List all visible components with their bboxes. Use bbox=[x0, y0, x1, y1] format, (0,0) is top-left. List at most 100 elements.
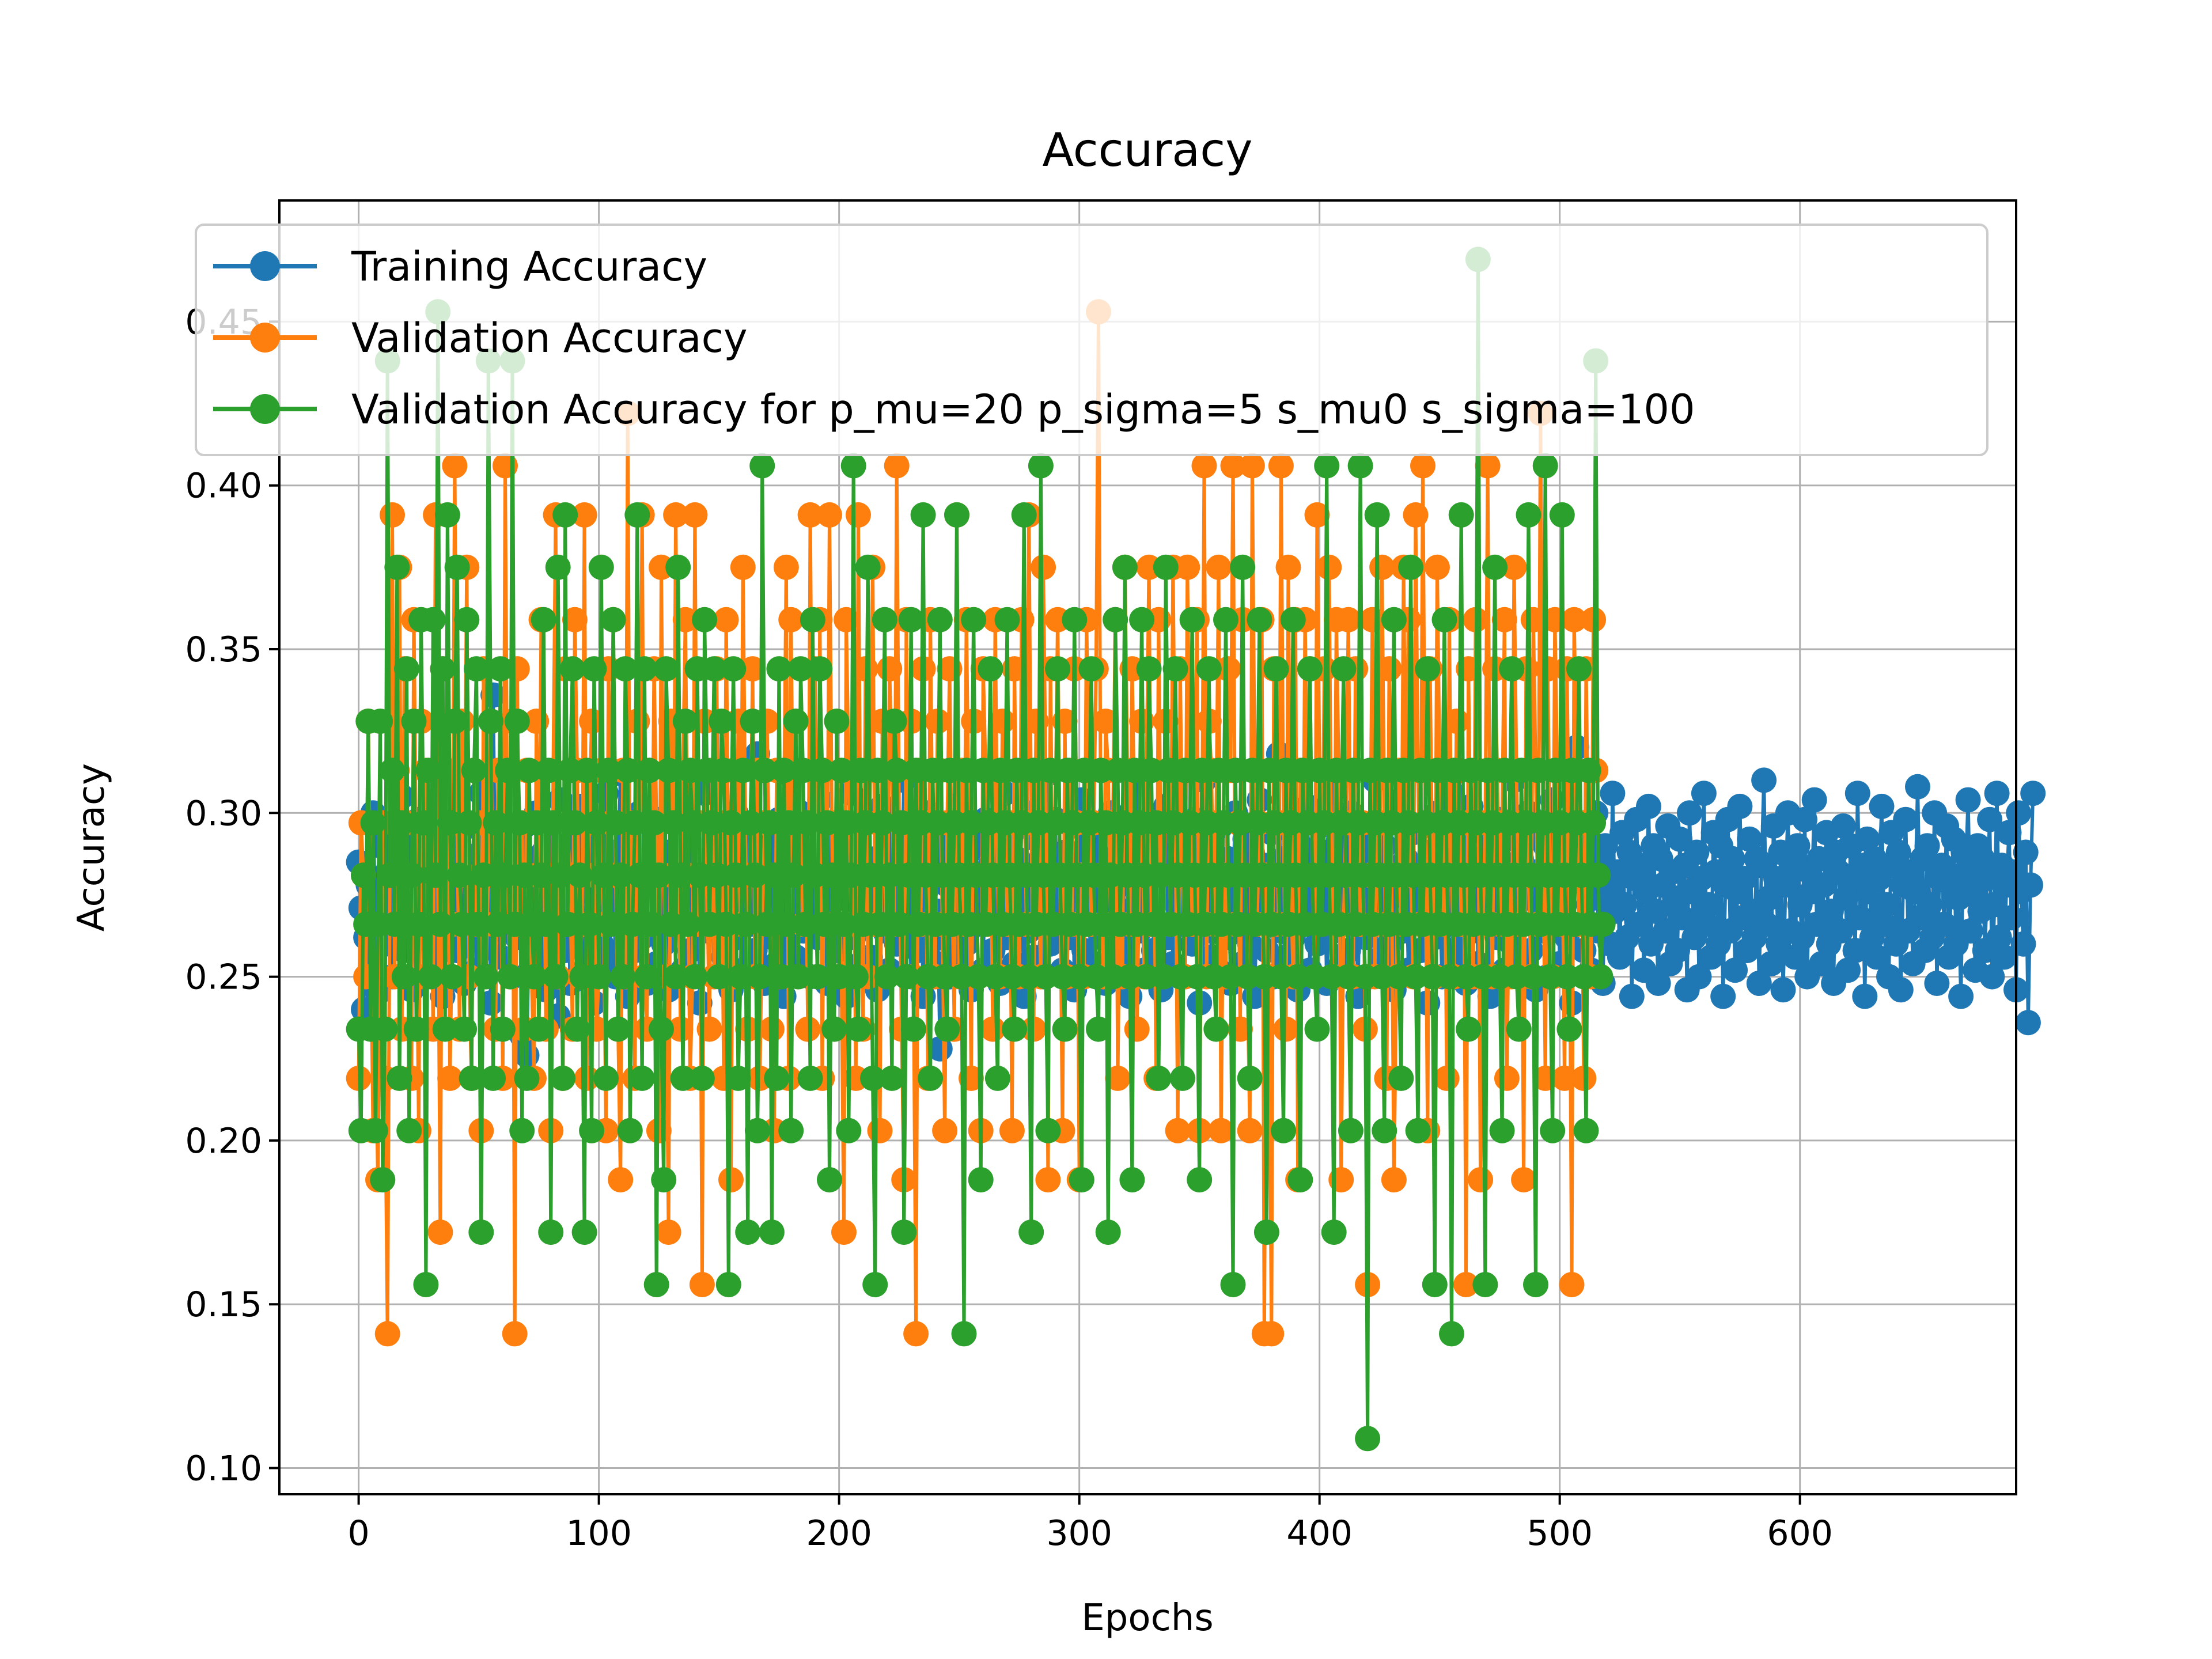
data-point bbox=[723, 862, 749, 888]
data-point bbox=[461, 757, 487, 783]
x-tick-label: 100 bbox=[566, 1513, 632, 1554]
data-point bbox=[797, 1065, 823, 1091]
data-point bbox=[446, 862, 472, 888]
data-point bbox=[725, 1065, 751, 1091]
data-point bbox=[990, 709, 1016, 734]
data-point bbox=[846, 1016, 871, 1042]
data-point bbox=[951, 1321, 977, 1347]
data-point bbox=[596, 757, 622, 783]
data-point bbox=[1431, 607, 1457, 632]
data-point bbox=[735, 1219, 761, 1245]
data-point bbox=[668, 1016, 694, 1042]
data-point bbox=[699, 810, 725, 836]
data-point bbox=[612, 656, 638, 682]
data-point bbox=[483, 810, 509, 836]
data-point bbox=[1388, 1065, 1414, 1091]
data-point bbox=[889, 810, 915, 836]
data-point bbox=[579, 709, 605, 734]
legend-swatch-marker bbox=[250, 394, 280, 424]
data-point bbox=[968, 1167, 994, 1193]
data-point bbox=[978, 656, 1003, 682]
y-tick-label: 0.35 bbox=[185, 630, 262, 670]
data-point bbox=[396, 1118, 422, 1143]
data-point bbox=[603, 810, 628, 836]
legend: Training Accuracy Validation Accuracy Va… bbox=[195, 224, 1988, 456]
data-point bbox=[994, 607, 1020, 632]
data-point bbox=[471, 862, 497, 888]
data-point bbox=[1830, 813, 1856, 839]
data-point bbox=[473, 964, 499, 990]
data-point bbox=[1852, 983, 1878, 1009]
data-point bbox=[934, 1016, 960, 1042]
data-point bbox=[1643, 898, 1669, 924]
data-point bbox=[528, 862, 554, 888]
data-point bbox=[879, 1065, 905, 1091]
data-point bbox=[1552, 1065, 1577, 1091]
data-point bbox=[1045, 656, 1071, 682]
data-point bbox=[1556, 1016, 1582, 1042]
data-point bbox=[1948, 983, 1974, 1009]
data-point bbox=[1893, 806, 1919, 832]
data-point bbox=[886, 911, 912, 937]
data-point bbox=[374, 1321, 400, 1347]
data-point bbox=[504, 709, 530, 734]
data-point bbox=[805, 964, 831, 990]
data-point bbox=[840, 453, 866, 479]
data-point bbox=[944, 502, 969, 528]
data-point bbox=[605, 1016, 631, 1042]
data-point bbox=[641, 810, 667, 836]
data-point bbox=[509, 1118, 535, 1143]
data-point bbox=[415, 757, 441, 783]
data-point bbox=[432, 1016, 458, 1042]
data-point bbox=[545, 554, 571, 580]
data-point bbox=[1086, 1016, 1111, 1042]
data-point bbox=[1165, 1118, 1191, 1143]
data-point bbox=[807, 656, 833, 682]
data-point bbox=[552, 502, 578, 528]
y-tick-label: 0.30 bbox=[185, 793, 262, 834]
data-point bbox=[1862, 846, 1887, 872]
data-point bbox=[701, 656, 727, 682]
data-point bbox=[1078, 656, 1104, 682]
x-tick-label: 300 bbox=[1046, 1513, 1112, 1554]
data-point bbox=[1453, 1272, 1479, 1298]
data-point bbox=[778, 607, 804, 632]
data-point bbox=[1914, 833, 1940, 859]
data-point bbox=[1619, 983, 1645, 1009]
data-point bbox=[437, 810, 463, 836]
data-point bbox=[1809, 950, 1835, 976]
data-point bbox=[608, 862, 634, 888]
data-point bbox=[514, 1065, 540, 1091]
data-point bbox=[1187, 1167, 1213, 1193]
data-point bbox=[766, 656, 792, 682]
data-point bbox=[828, 757, 854, 783]
data-point bbox=[418, 964, 444, 990]
data-point bbox=[874, 964, 900, 990]
data-point bbox=[1206, 554, 1232, 580]
data-point bbox=[1355, 1426, 1381, 1452]
data-point bbox=[918, 1065, 944, 1091]
data-point bbox=[1511, 1167, 1537, 1193]
data-point bbox=[1770, 977, 1796, 1003]
data-point bbox=[1494, 1065, 1520, 1091]
legend-entry-validation-params: Validation Accuracy for p_mu=20 p_sigma=… bbox=[213, 386, 1695, 433]
data-point bbox=[1179, 607, 1205, 632]
data-point bbox=[773, 911, 799, 937]
data-point bbox=[1645, 971, 1671, 996]
data-point bbox=[1162, 656, 1188, 682]
data-point bbox=[961, 607, 987, 632]
data-point bbox=[1523, 1272, 1548, 1298]
data-point bbox=[1929, 853, 1955, 878]
data-point bbox=[531, 607, 556, 632]
data-point bbox=[649, 1016, 674, 1042]
data-point bbox=[1719, 846, 1745, 872]
data-point bbox=[2006, 800, 2032, 826]
data-point bbox=[1196, 656, 1222, 682]
data-point bbox=[1691, 781, 1717, 806]
data-point bbox=[2020, 781, 2046, 806]
data-point bbox=[1203, 1016, 1229, 1042]
data-point bbox=[747, 964, 772, 990]
data-point bbox=[663, 502, 689, 528]
data-point bbox=[1268, 453, 1294, 479]
data-point bbox=[1093, 709, 1119, 734]
